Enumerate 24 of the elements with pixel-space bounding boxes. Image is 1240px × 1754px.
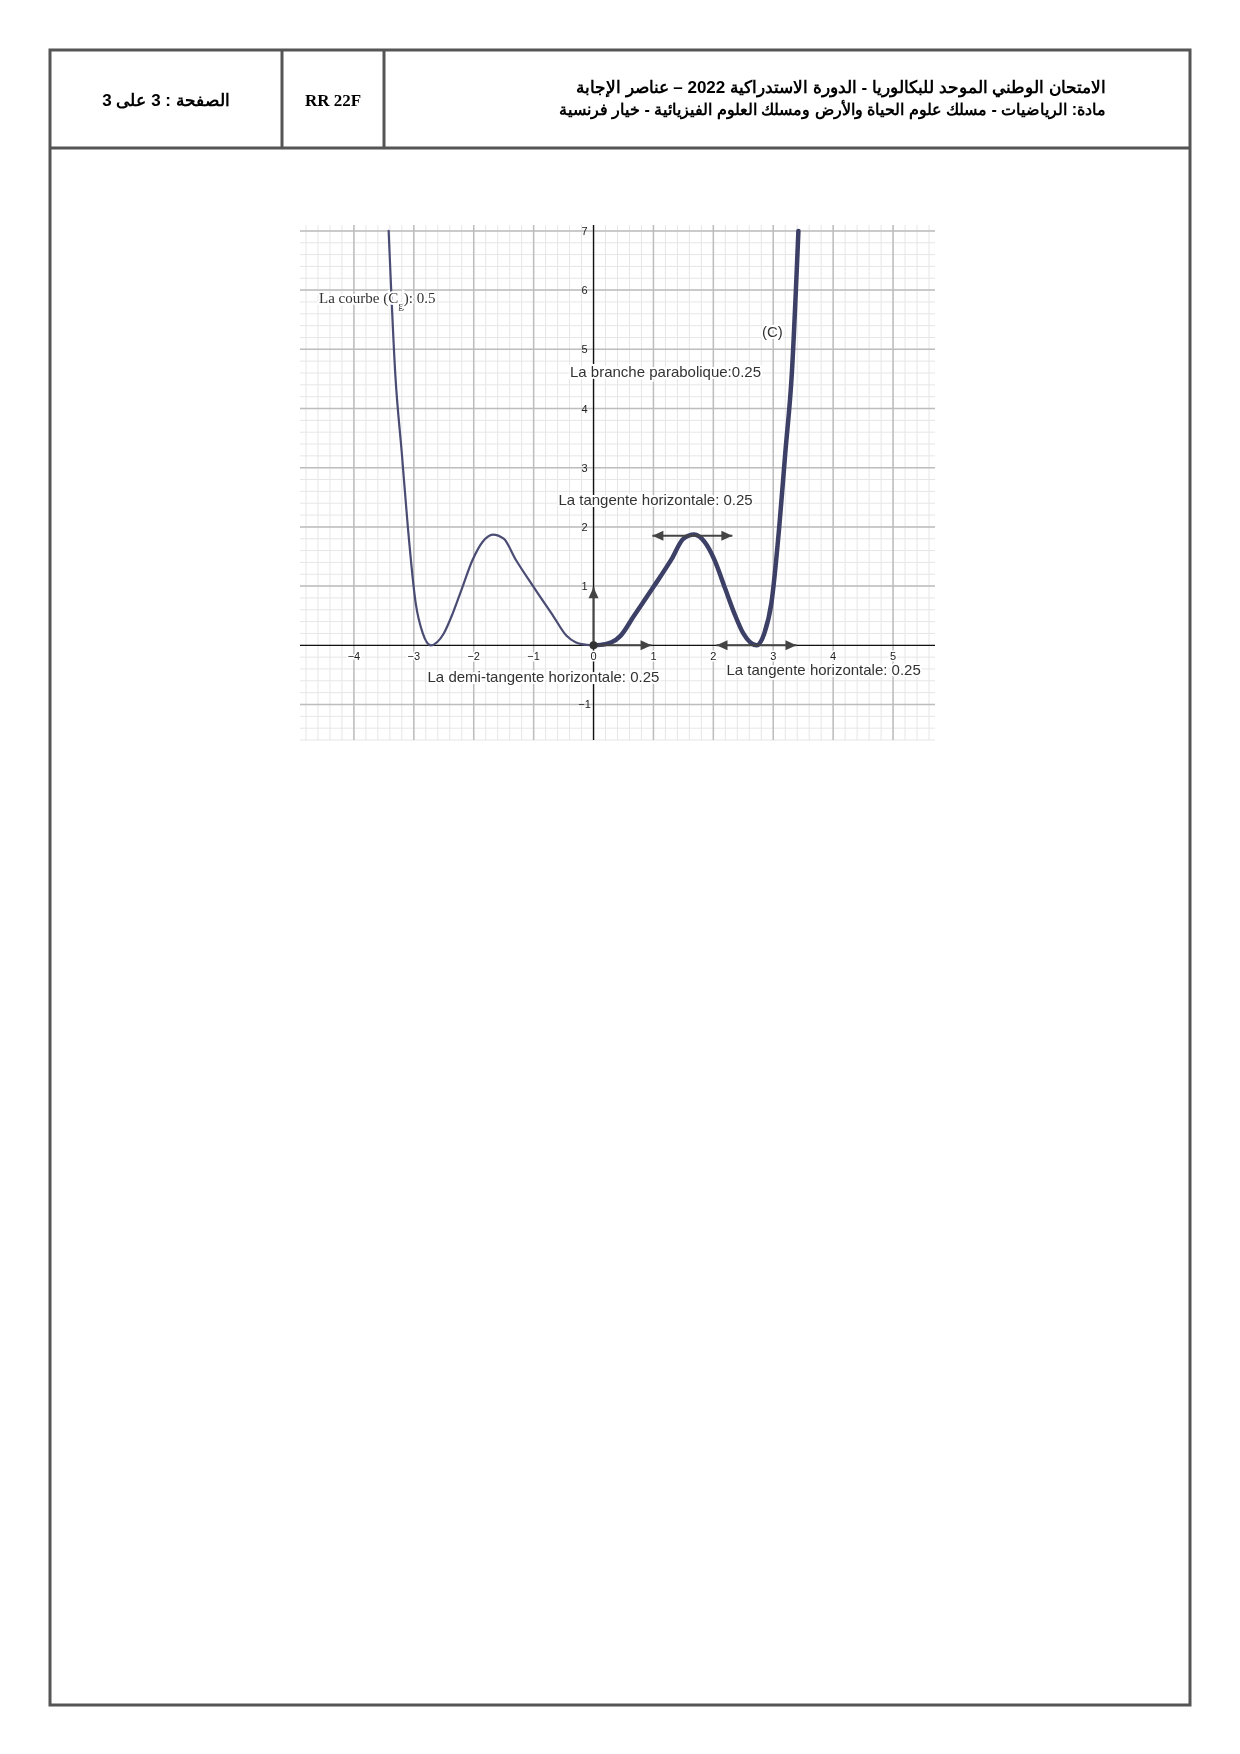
x-tick-label: −3	[407, 650, 421, 663]
y-tick-label: −1	[578, 698, 591, 711]
x-tick-label: 2	[710, 650, 717, 663]
y-tick-label: 4	[581, 402, 588, 415]
x-tick-label: 5	[890, 650, 897, 663]
y-tick-label: 2	[581, 520, 588, 533]
x-tick-label: 3	[770, 650, 777, 663]
x-tick-label: 0	[590, 650, 597, 663]
y-tick-label: 5	[581, 343, 588, 356]
y-tick-label: 6	[581, 284, 588, 297]
annotation: La tangente horizontale: 0.25	[726, 661, 921, 679]
x-tick-label: −1	[527, 650, 540, 663]
x-tick-label: −4	[347, 650, 361, 663]
x-tick-label: 1	[650, 650, 657, 663]
chart-title: الامتحان الوطني الموحد للبكالوريا - الدورة الاستدراكية 2022 – عناصر الإجابة	[575, 78, 1106, 98]
y-tick-label: 3	[581, 461, 588, 474]
chart-subtitle: مادة: الرياضيات - مسلك علوم الحياة والأرض ومسلك العلوم الفيزيائية - خيار فرنسية	[558, 99, 1106, 120]
text: RR 22F	[304, 91, 362, 110]
y-tick-label: 7	[581, 224, 588, 237]
x-tick-label: −2	[467, 650, 480, 663]
y-tick-label: 1	[581, 580, 588, 593]
text: الصفحة : 3 على 3	[102, 91, 230, 110]
x-tick-label: 4	[830, 650, 837, 663]
annotation: (C)	[762, 323, 783, 340]
